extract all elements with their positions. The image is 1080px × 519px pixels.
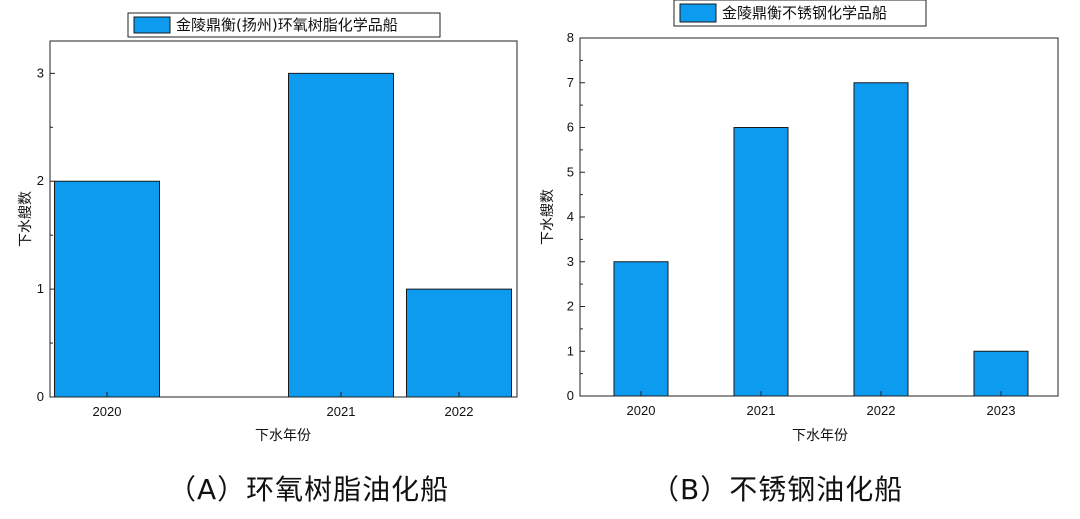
y-tick-label: 5 <box>567 164 574 179</box>
y-tick-label: 2 <box>37 173 44 188</box>
y-tick-label: 3 <box>567 254 574 269</box>
y-axis-label: 下水艘数 <box>540 189 556 245</box>
x-tick-label: 2020 <box>93 404 122 419</box>
y-tick-label: 3 <box>37 65 44 80</box>
legend-label: 金陵鼎衡(扬州)环氧树脂化学品船 <box>176 16 398 34</box>
bar-2021 <box>288 72 394 398</box>
legend-box <box>127 12 441 38</box>
x-axis-label: 下水年份 <box>255 428 311 444</box>
bar-2022 <box>406 288 512 398</box>
x-tick-label: 2022 <box>445 404 474 419</box>
bar-2020 <box>54 180 160 398</box>
y-tick-label: 4 <box>567 209 574 224</box>
caption-b: （B）不锈钢油化船 <box>651 473 904 506</box>
bar-2023 <box>973 350 1029 397</box>
y-tick-label: 0 <box>37 389 44 404</box>
x-tick-label: 2020 <box>627 403 656 418</box>
x-tick-label: 2023 <box>987 403 1016 418</box>
plot-frame <box>49 40 518 398</box>
y-tick-label: 8 <box>567 30 574 45</box>
x-tick-label: 2021 <box>327 404 356 419</box>
chart-b: 0 1 2 3 4 5 6 7 8 2020 2021 2022 2023 下水年份 下水艘数 金陵鼎衡不锈钢… <box>540 0 1059 444</box>
x-tick-label: 2022 <box>867 403 896 418</box>
y-axis-label: 下水艘数 <box>18 191 34 247</box>
bar-2021 <box>733 127 789 397</box>
x-axis-label: 下水年份 <box>792 428 848 444</box>
legend-swatch <box>133 16 171 34</box>
y-tick-label: 6 <box>567 120 574 135</box>
x-tick-label: 2021 <box>747 403 776 418</box>
legend-swatch <box>679 3 717 23</box>
caption-a: （A）环氧树脂油化船 <box>168 473 450 506</box>
legend-label: 金陵鼎衡不锈钢化学品船 <box>722 4 887 22</box>
y-tick-label: 1 <box>567 343 574 358</box>
y-tick-label: 7 <box>567 75 574 90</box>
chart-a: 0 1 2 3 2020 2021 2022 下水年份 下水艘数 金陵鼎衡(扬州)环氧树脂化学品船 <box>18 12 518 444</box>
y-tick-label: 2 <box>567 299 574 314</box>
y-tick-label: 1 <box>37 281 44 296</box>
bar-2022 <box>853 82 909 397</box>
y-tick-label: 0 <box>567 388 574 403</box>
bar-2020 <box>613 261 669 397</box>
